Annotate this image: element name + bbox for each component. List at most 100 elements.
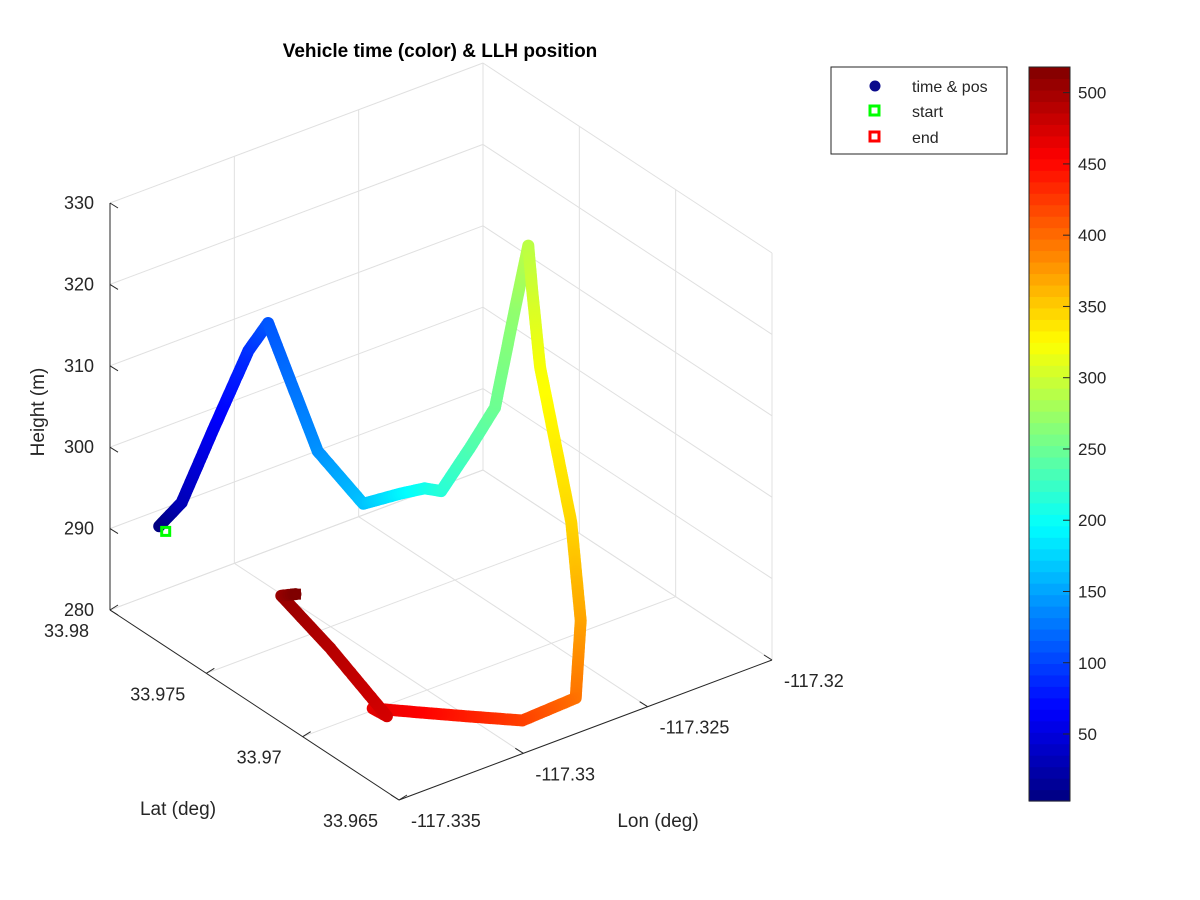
colorbar-band (1029, 181, 1070, 194)
colorbar-band (1029, 456, 1070, 470)
x-tick-mark (390, 794, 400, 801)
colorbar-tick-label: 350 (1078, 297, 1106, 316)
y-tick-label: 33.97 (237, 748, 282, 768)
z-tick-label: 310 (64, 356, 94, 376)
z-tick-label: 330 (64, 193, 94, 213)
grid-line (109, 306, 484, 448)
colorbar-band (1029, 112, 1070, 125)
colorbar-band (1029, 640, 1070, 653)
colorbar-band (1029, 399, 1070, 412)
z-tick-mark (109, 202, 119, 209)
grid-line (482, 306, 773, 498)
grid-line (482, 143, 773, 335)
colorbar-band (1029, 583, 1070, 596)
grid-line (482, 62, 773, 254)
legend-label-start: start (912, 104, 944, 121)
colorbar-band (1029, 479, 1070, 492)
grid-line (358, 516, 648, 708)
legend-marker-time-pos (869, 80, 881, 92)
colorbar-tick-label: 200 (1078, 511, 1106, 530)
colorbar-band (1029, 548, 1070, 561)
grid-line (109, 62, 484, 204)
colorbar-band (1029, 376, 1070, 389)
colorbar-band (1029, 193, 1070, 206)
colorbar-band (1029, 697, 1070, 710)
x-tick-mark (515, 747, 524, 754)
colorbar-band (1029, 204, 1070, 217)
axes (109, 203, 773, 801)
colorbar-band (1029, 216, 1070, 229)
legend-label-time-pos: time & pos (912, 79, 988, 96)
legend-box (830, 66, 1008, 155)
colorbar-band (1029, 147, 1070, 160)
colorbar-band (1029, 525, 1070, 538)
colorbar-tick-label: 150 (1078, 582, 1106, 601)
z-tick-label: 300 (64, 437, 94, 457)
colorbar-band (1029, 307, 1070, 320)
chart-title: Vehicle time (color) & LLH position (283, 41, 598, 62)
colorbar-tick-label: 400 (1078, 226, 1106, 245)
legend-label-end: end (912, 130, 939, 147)
y-axis-label: Lat (deg) (140, 799, 216, 820)
colorbar-band (1029, 651, 1070, 664)
grid-line (482, 469, 773, 661)
z-tick-mark (109, 283, 119, 290)
colorbar-band (1029, 319, 1070, 332)
colorbar-band (1029, 227, 1070, 240)
colorbar-band (1029, 273, 1070, 286)
legend: time & pos start end (830, 66, 1008, 155)
colorbar-band (1029, 628, 1070, 642)
colorbar-band (1029, 720, 1070, 733)
colorbar-band (1029, 422, 1070, 435)
colorbar-band (1029, 158, 1070, 171)
x-tick-mark (639, 701, 648, 708)
x-tick-label: -117.325 (660, 718, 730, 738)
colorbar-gradient (1029, 67, 1070, 802)
data-points (153, 239, 587, 727)
colorbar-band (1029, 445, 1070, 458)
colorbar-band (1029, 250, 1070, 263)
colorbar-band (1029, 411, 1070, 424)
colorbar-band (1029, 617, 1070, 630)
colorbar-band (1029, 594, 1070, 607)
colorbar-band (1029, 789, 1070, 802)
y-tick-label: 33.975 (130, 684, 185, 704)
colorbar-frame (1028, 66, 1071, 802)
colorbar-band (1029, 261, 1070, 275)
x-axis-line (398, 659, 773, 801)
tick-labels: -117.335 -117.33 -117.325 -117.32 33.965 33.9… (44, 193, 844, 831)
grid-lines (109, 62, 773, 801)
z-tick-label: 320 (64, 274, 94, 294)
colorbar-band (1029, 124, 1070, 137)
y-tick-mark (206, 667, 215, 674)
x-tick-mark (763, 654, 773, 661)
colorbar-band (1029, 101, 1070, 114)
colorbar-band (1029, 766, 1070, 779)
y-tick-mark (302, 731, 311, 738)
colorbar-band (1029, 342, 1070, 355)
colorbar-band (1029, 514, 1070, 527)
colorbar-band (1029, 732, 1070, 745)
colorbar-band (1029, 663, 1070, 676)
colorbar-band (1029, 353, 1070, 366)
x-tick-label: -117.335 (411, 811, 481, 831)
colorbar-band (1029, 388, 1070, 401)
colorbar-band (1029, 468, 1070, 481)
colorbar-band (1029, 560, 1070, 573)
colorbar-band (1029, 67, 1070, 80)
colorbar-band (1029, 537, 1070, 550)
grid-line (109, 143, 484, 285)
colorbar-band (1029, 330, 1070, 343)
x-tick-label: -117.33 (535, 764, 595, 784)
colorbar-tick-label: 50 (1078, 725, 1097, 744)
colorbar-band (1029, 296, 1070, 309)
colorbar-band (1029, 778, 1070, 791)
colorbar-tick-label: 250 (1078, 440, 1106, 459)
colorbar-band (1029, 434, 1070, 447)
colorbar-tick-label: 450 (1078, 155, 1106, 174)
z-tick-mark (109, 609, 119, 616)
colorbar-band (1029, 365, 1070, 378)
end-marker (289, 588, 301, 600)
colorbar-band (1029, 284, 1070, 297)
colorbar-band (1029, 709, 1070, 722)
